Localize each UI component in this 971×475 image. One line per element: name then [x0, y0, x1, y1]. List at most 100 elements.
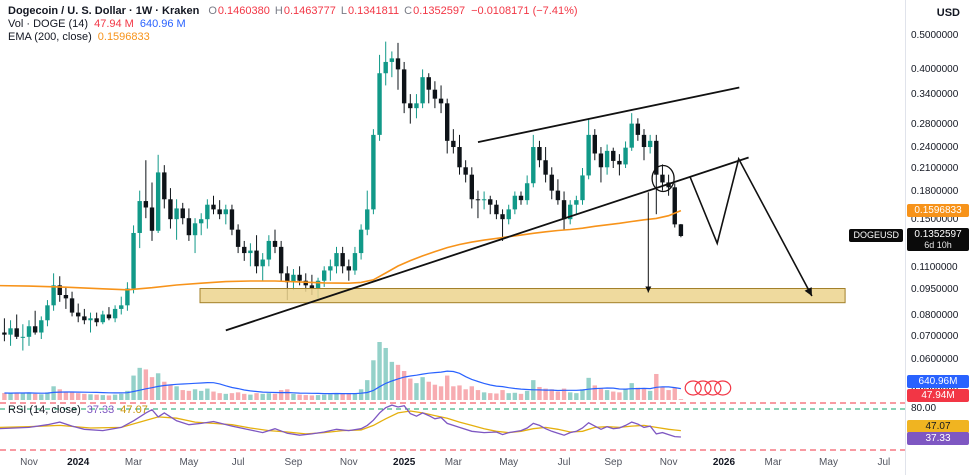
candle-body: [672, 187, 677, 225]
rsi-legend-row[interactable]: RSI (14, close) 37.33 47.07: [8, 404, 148, 417]
volume-current-value: 47.94 M: [94, 18, 134, 30]
candle-body: [26, 326, 32, 337]
symbol-title[interactable]: Dogecoin / U. S. Dollar · 1W · Kraken: [8, 5, 200, 17]
price-tick-label: 0.0500000: [911, 382, 959, 394]
candle-body: [131, 232, 136, 289]
time-axis[interactable]: Nov 2024 Mar May Jul Sep Nov 2025 Mar May Jul Sep No…: [0, 450, 905, 475]
volume-bar: [112, 394, 118, 400]
candle-body: [500, 214, 505, 220]
candle-body: [365, 209, 370, 230]
volume-bar: [334, 393, 339, 400]
volume-indicator-label[interactable]: Vol · DOGE (14): [8, 18, 89, 30]
chart-canvas[interactable]: [0, 0, 905, 475]
candle-body: [149, 207, 155, 231]
volume-bar: [303, 395, 308, 400]
candle-body: [660, 174, 665, 183]
price-axis[interactable]: USD 0.1596833 0.1352597 6d 10h 640.96M 4…: [905, 0, 971, 475]
candle-body: [420, 77, 425, 104]
low-volume-circle[interactable]: [704, 380, 722, 396]
candle-body: [629, 123, 634, 148]
candle-body: [654, 140, 659, 175]
candle-body: [303, 280, 308, 286]
resistance-trendline[interactable]: [477, 86, 740, 143]
candle-body: [186, 218, 192, 236]
time-label-month: Nov: [20, 457, 38, 468]
low-volume-circle[interactable]: [714, 380, 732, 396]
volume-bar: [604, 390, 610, 400]
volume-bar: [199, 390, 204, 400]
volume-bar: [106, 395, 112, 400]
candle-body: [2, 332, 7, 335]
low-volume-circle[interactable]: [684, 380, 702, 396]
candle-body: [315, 280, 321, 289]
volume-bar: [481, 392, 487, 400]
volume-bar: [248, 394, 253, 400]
volume-bar: [451, 386, 456, 400]
time-label-month: May: [499, 457, 519, 468]
candle-body: [346, 266, 351, 271]
price-tick-label: 0.2100000: [911, 162, 959, 174]
candle-body: [88, 318, 93, 321]
candle-body: [401, 69, 407, 104]
volume-bar: [340, 393, 345, 400]
volume-bar: [346, 393, 351, 400]
ema-line[interactable]: [0, 209, 682, 291]
volume-bar: [475, 390, 481, 400]
low-volume-circle[interactable]: [694, 380, 712, 396]
volume-bar: [377, 342, 382, 400]
candle-body: [51, 285, 56, 306]
arrow-head: [645, 286, 652, 293]
support-trendline[interactable]: [225, 156, 749, 332]
rsi-ma-badge: 47.07: [907, 419, 969, 433]
symbol-title-row[interactable]: Dogecoin / U. S. Dollar · 1W · Kraken O 0.…: [8, 5, 578, 18]
support-zone[interactable]: [199, 288, 846, 304]
breakdown-circle[interactable]: [651, 164, 675, 193]
volume-bar: [309, 395, 315, 400]
time-label-month: Nov: [659, 457, 678, 468]
candle-body: [494, 204, 499, 215]
close-value: 0.1352597: [413, 5, 466, 17]
candle-body: [223, 209, 228, 215]
candle-body: [278, 246, 284, 274]
rsi-line[interactable]: [0, 404, 681, 438]
candle-body: [168, 199, 173, 220]
candle-body: [598, 153, 604, 168]
currency-label[interactable]: USD: [936, 7, 960, 19]
last-price-value: 0.1352597: [914, 229, 962, 241]
candle-body: [260, 259, 265, 267]
volume-bar: [420, 377, 425, 400]
candle-body: [297, 274, 302, 281]
volume-bar: [137, 367, 142, 400]
volume-legend-row[interactable]: Vol · DOGE (14) 47.94 M 640.96 M: [8, 18, 578, 31]
volume-bar: [660, 386, 665, 400]
candle-body: [463, 167, 468, 175]
candle-body: [414, 103, 419, 109]
candle-body: [604, 150, 610, 168]
candle-body: [309, 285, 315, 289]
volume-bar: [524, 390, 530, 400]
candle-body: [469, 174, 474, 200]
candle-body: [518, 195, 524, 201]
price-tick-label: 0.2400000: [911, 142, 959, 154]
volume-bar: [180, 390, 185, 400]
volume-bar: [125, 390, 130, 400]
candle-body: [69, 298, 75, 313]
projection-path[interactable]: [689, 156, 813, 297]
volume-ma-line[interactable]: [4, 370, 681, 395]
open-label: O: [208, 5, 217, 17]
volume-bar: [57, 389, 62, 400]
volume-bar: [561, 388, 567, 400]
candle-body: [162, 172, 167, 200]
candle-body: [580, 175, 585, 201]
volume-bar: [395, 364, 401, 400]
volume-bar: [457, 385, 462, 400]
volume-bar: [611, 391, 616, 400]
ema-indicator-label[interactable]: EMA (200, close): [8, 31, 92, 43]
volume-bar: [192, 389, 198, 400]
ema-legend-row[interactable]: EMA (200, close) 0.1596833: [8, 31, 578, 44]
overlay-lines-group: [0, 209, 682, 395]
rsi-pane-group: [0, 404, 905, 438]
rsi-indicator-label[interactable]: RSI (14, close): [8, 404, 81, 416]
volume-bar: [297, 394, 302, 400]
volume-bar: [285, 389, 290, 400]
